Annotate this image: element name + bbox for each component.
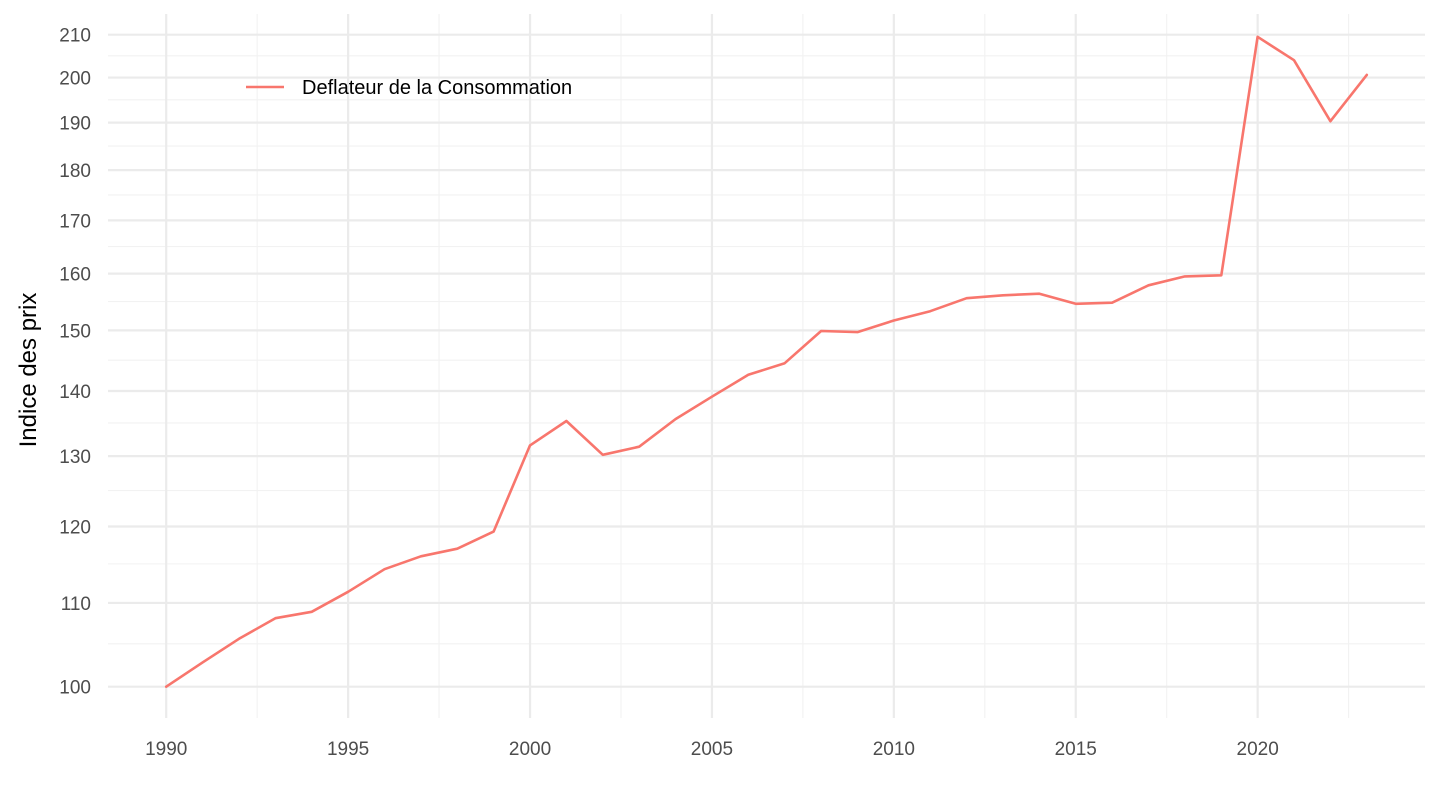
legend: Deflateur de la Consommation [246,77,572,99]
x-tick-label: 2015 [1055,739,1097,760]
y-tick-label: 210 [59,26,91,47]
y-tick-label: 130 [59,447,91,468]
minor-x-gridlines [256,14,1350,718]
x-tick-label: 2020 [1237,739,1279,760]
x-tick-label: 1995 [327,739,369,760]
y-axis-tick-labels: 100 110 120 130 140 150 160 170 180 190 200 210 [59,26,91,699]
series-line-deflateur [164,35,1369,689]
x-tick-label: 2005 [691,739,733,760]
legend-label: Deflateur de la Consommation [302,77,572,99]
y-tick-label: 180 [59,161,91,182]
y-tick-label: 200 [59,69,91,90]
x-tick-label: 1990 [145,739,187,760]
y-tick-label: 110 [61,594,91,615]
series-layer [164,35,1369,689]
minor-y-gridlines [108,55,1425,645]
y-tick-label: 100 [59,678,91,699]
y-tick-label: 140 [59,382,91,403]
y-tick-label: 190 [59,114,91,135]
y-tick-label: 170 [59,211,91,232]
major-x-gridlines [165,14,1259,718]
y-tick-label: 120 [59,517,91,538]
y-axis-title: Indice des prix [15,293,42,448]
y-tick-label: 150 [59,321,91,342]
x-axis-tick-labels: 1990 1995 2000 2005 2010 2015 2020 [145,739,1279,760]
x-tick-label: 2010 [873,739,915,760]
y-tick-label: 160 [59,265,91,286]
x-tick-label: 2000 [509,739,551,760]
